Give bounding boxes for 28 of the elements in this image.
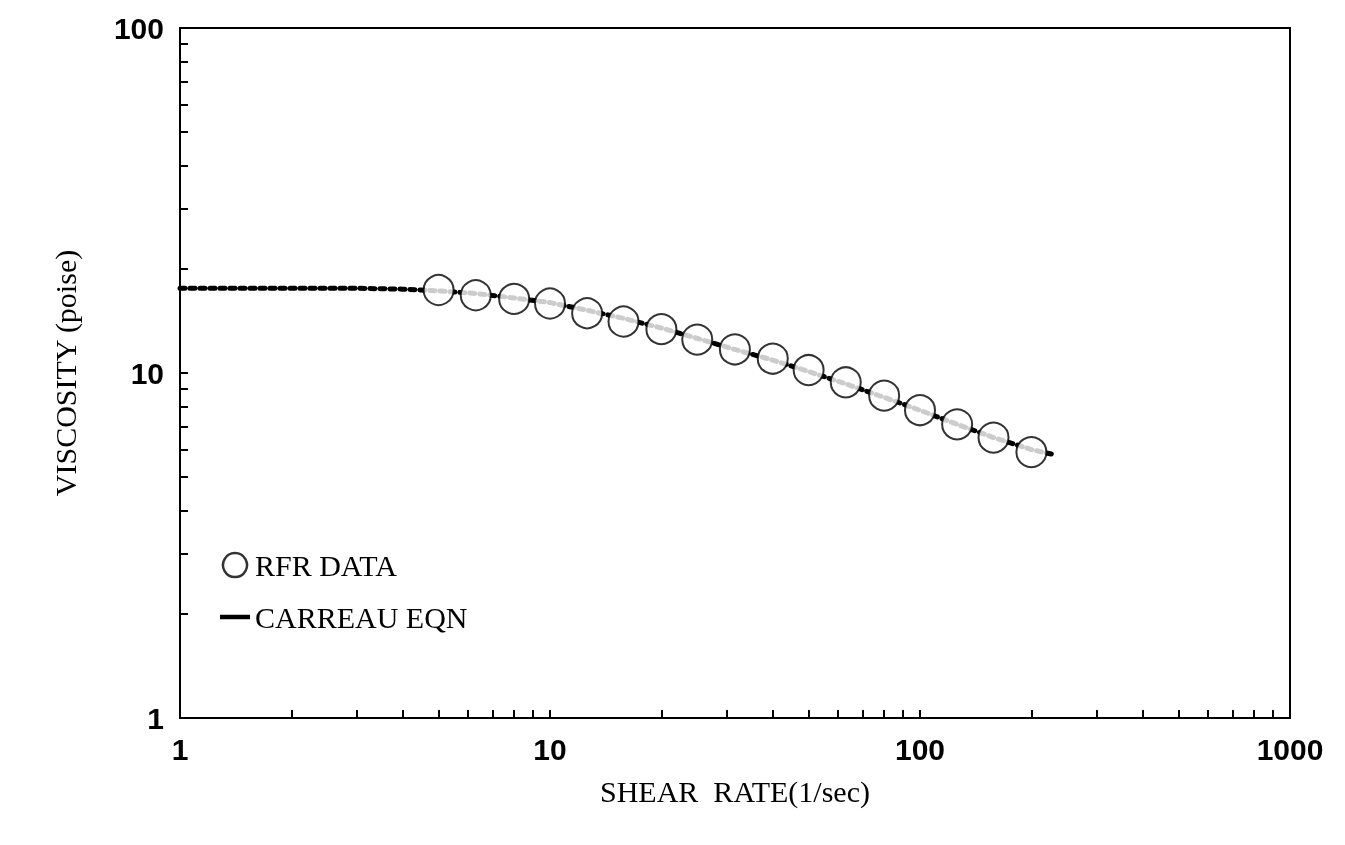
point xyxy=(645,313,678,346)
point xyxy=(756,342,789,375)
x-tick-label: 100 xyxy=(894,732,946,766)
point xyxy=(941,408,974,441)
x-tick-label: 1 xyxy=(171,732,189,766)
point xyxy=(681,323,714,356)
point xyxy=(459,279,492,312)
point xyxy=(534,287,566,320)
point xyxy=(792,354,825,387)
point xyxy=(904,394,936,427)
point xyxy=(868,379,901,412)
point xyxy=(829,366,862,399)
x-tick-label: 10 xyxy=(533,732,567,766)
y-axis-title: VISCOSITY (poise) xyxy=(48,249,83,497)
point xyxy=(571,297,604,330)
legend-label: CARREAU EQN xyxy=(255,600,468,634)
x-tick-label: 1000 xyxy=(1256,732,1324,766)
point xyxy=(718,333,751,366)
legend-label: RFR DATA xyxy=(255,548,398,582)
point xyxy=(498,282,531,315)
point xyxy=(607,305,640,338)
point xyxy=(977,421,1010,454)
y-tick-label: 100 xyxy=(113,11,164,45)
point xyxy=(422,274,455,306)
x-axis-title: SHEAR RATE(1/sec) xyxy=(600,774,870,809)
point xyxy=(1015,436,1048,469)
y-tick-label: 10 xyxy=(130,356,164,390)
y-tick-label: 1 xyxy=(147,701,164,735)
